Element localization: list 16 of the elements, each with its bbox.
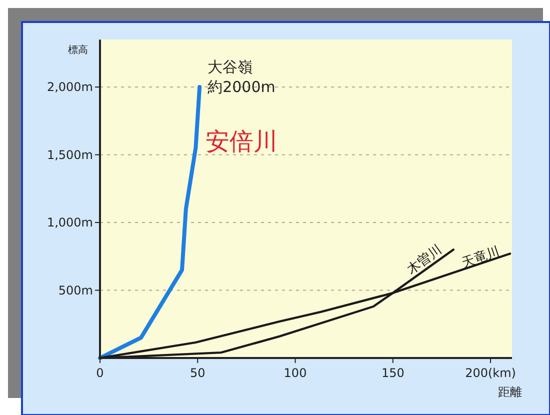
y-tick-label: 2,000m xyxy=(46,80,93,94)
annotation: 約2000m xyxy=(208,78,276,96)
y-tick-label: 1,500m xyxy=(46,148,93,162)
y-tick-label: 1,000m xyxy=(46,216,93,230)
text: 木曽川 xyxy=(404,242,445,278)
x-tick-label: 200(km) xyxy=(465,366,516,380)
text: 天竜川 xyxy=(460,244,502,272)
x-axis-title: 距離 xyxy=(498,385,522,399)
x-tick-label: 50 xyxy=(190,366,206,380)
x-tick-label: 150 xyxy=(381,366,404,380)
x-tick-label: 0 xyxy=(96,366,104,380)
annotation: 大谷嶺 xyxy=(208,58,253,76)
y-axis-title: 標高 xyxy=(68,44,88,56)
y-tick-label: 500m xyxy=(58,283,93,298)
x-tick-label: 100 xyxy=(284,366,307,380)
series-label: 安倍川 xyxy=(206,127,278,156)
